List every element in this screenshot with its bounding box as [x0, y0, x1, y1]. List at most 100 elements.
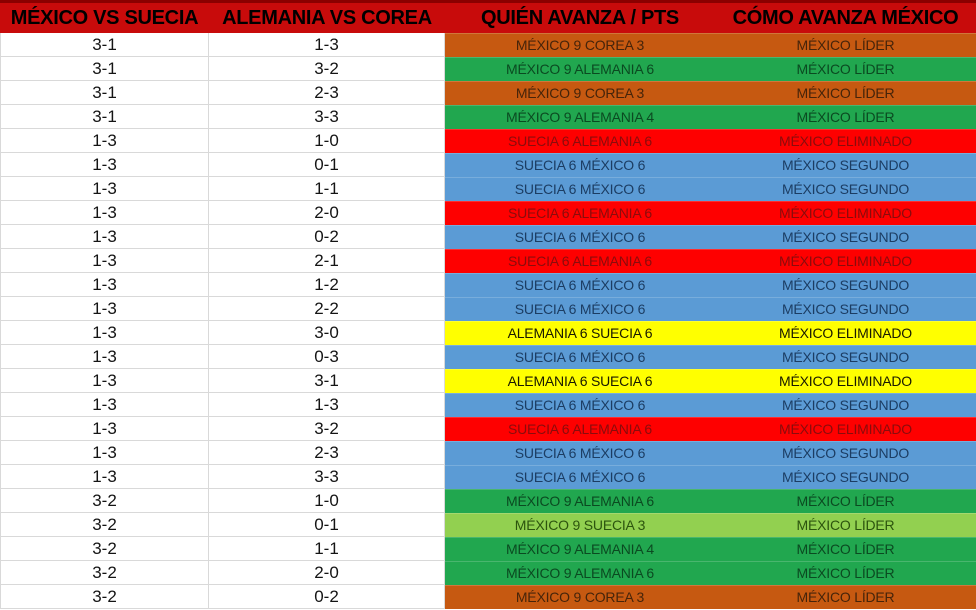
cell-alemania-corea-score: 0-1 [209, 153, 445, 177]
cell-quien-avanza-pts: SUECIA 6 MÉXICO 6 [445, 297, 715, 321]
cell-como-avanza-mexico: MÉXICO LÍDER [715, 105, 976, 129]
table-row: 1-3 1-1 SUECIA 6 MÉXICO 6 MÉXICO SEGUNDO [0, 177, 976, 201]
cell-quien-avanza-pts: SUECIA 6 MÉXICO 6 [445, 393, 715, 417]
cell-como-avanza-mexico: MÉXICO SEGUNDO [715, 177, 976, 201]
table-row: 3-1 1-3 MÉXICO 9 COREA 3 MÉXICO LÍDER [0, 33, 976, 57]
cell-mexico-suecia-score: 3-2 [0, 537, 209, 561]
table-header: MÉXICO VS SUECIA ALEMANIA VS COREA QUIÉN… [0, 3, 976, 33]
cell-alemania-corea-score: 0-3 [209, 345, 445, 369]
table-row: 3-1 3-2 MÉXICO 9 ALEMANIA 6 MÉXICO LÍDER [0, 57, 976, 81]
table-row: 3-2 1-1 MÉXICO 9 ALEMANIA 4 MÉXICO LÍDER [0, 537, 976, 561]
cell-como-avanza-mexico: MÉXICO LÍDER [715, 537, 976, 561]
table-row: 3-2 2-0 MÉXICO 9 ALEMANIA 6 MÉXICO LÍDER [0, 561, 976, 585]
cell-quien-avanza-pts: MÉXICO 9 ALEMANIA 6 [445, 489, 715, 513]
cell-alemania-corea-score: 2-3 [209, 81, 445, 105]
table-row: 3-2 1-0 MÉXICO 9 ALEMANIA 6 MÉXICO LÍDER [0, 489, 976, 513]
table-row: 1-3 1-3 SUECIA 6 MÉXICO 6 MÉXICO SEGUNDO [0, 393, 976, 417]
cell-como-avanza-mexico: MÉXICO LÍDER [715, 561, 976, 585]
cell-alemania-corea-score: 1-0 [209, 129, 445, 153]
cell-quien-avanza-pts: SUECIA 6 MÉXICO 6 [445, 273, 715, 297]
cell-mexico-suecia-score: 3-1 [0, 57, 209, 81]
cell-mexico-suecia-score: 1-3 [0, 297, 209, 321]
cell-mexico-suecia-score: 1-3 [0, 249, 209, 273]
table-row: 1-3 0-3 SUECIA 6 MÉXICO 6 MÉXICO SEGUNDO [0, 345, 976, 369]
cell-como-avanza-mexico: MÉXICO SEGUNDO [715, 393, 976, 417]
cell-alemania-corea-score: 0-2 [209, 225, 445, 249]
cell-quien-avanza-pts: ALEMANIA 6 SUECIA 6 [445, 369, 715, 393]
cell-alemania-corea-score: 3-2 [209, 57, 445, 81]
cell-como-avanza-mexico: MÉXICO SEGUNDO [715, 465, 976, 489]
cell-mexico-suecia-score: 1-3 [0, 441, 209, 465]
cell-mexico-suecia-score: 1-3 [0, 321, 209, 345]
cell-mexico-suecia-score: 3-2 [0, 513, 209, 537]
cell-quien-avanza-pts: SUECIA 6 MÉXICO 6 [445, 441, 715, 465]
cell-alemania-corea-score: 2-3 [209, 441, 445, 465]
cell-mexico-suecia-score: 3-1 [0, 105, 209, 129]
cell-quien-avanza-pts: MÉXICO 9 SUECIA 3 [445, 513, 715, 537]
cell-alemania-corea-score: 3-1 [209, 369, 445, 393]
cell-alemania-corea-score: 2-1 [209, 249, 445, 273]
cell-alemania-corea-score: 1-1 [209, 537, 445, 561]
cell-como-avanza-mexico: MÉXICO LÍDER [715, 81, 976, 105]
cell-alemania-corea-score: 2-2 [209, 297, 445, 321]
table-row: 1-3 3-2 SUECIA 6 ALEMANIA 6 MÉXICO ELIMI… [0, 417, 976, 441]
cell-como-avanza-mexico: MÉXICO SEGUNDO [715, 153, 976, 177]
cell-alemania-corea-score: 1-1 [209, 177, 445, 201]
cell-quien-avanza-pts: SUECIA 6 ALEMANIA 6 [445, 201, 715, 225]
cell-quien-avanza-pts: SUECIA 6 MÉXICO 6 [445, 465, 715, 489]
cell-quien-avanza-pts: SUECIA 6 MÉXICO 6 [445, 177, 715, 201]
cell-alemania-corea-score: 2-0 [209, 561, 445, 585]
table-row: 1-3 3-1 ALEMANIA 6 SUECIA 6 MÉXICO ELIMI… [0, 369, 976, 393]
cell-mexico-suecia-score: 1-3 [0, 417, 209, 441]
cell-mexico-suecia-score: 3-1 [0, 81, 209, 105]
cell-quien-avanza-pts: MÉXICO 9 COREA 3 [445, 81, 715, 105]
cell-alemania-corea-score: 1-3 [209, 33, 445, 57]
table-row: 1-3 2-1 SUECIA 6 ALEMANIA 6 MÉXICO ELIMI… [0, 249, 976, 273]
table-row: 1-3 2-3 SUECIA 6 MÉXICO 6 MÉXICO SEGUNDO [0, 441, 976, 465]
cell-mexico-suecia-score: 1-3 [0, 177, 209, 201]
cell-alemania-corea-score: 3-2 [209, 417, 445, 441]
table-row: 1-3 2-2 SUECIA 6 MÉXICO 6 MÉXICO SEGUNDO [0, 297, 976, 321]
table-row: 1-3 1-0 SUECIA 6 ALEMANIA 6 MÉXICO ELIMI… [0, 129, 976, 153]
cell-quien-avanza-pts: MÉXICO 9 ALEMANIA 6 [445, 561, 715, 585]
cell-como-avanza-mexico: MÉXICO SEGUNDO [715, 345, 976, 369]
cell-quien-avanza-pts: MÉXICO 9 COREA 3 [445, 33, 715, 57]
table-row: 1-3 2-0 SUECIA 6 ALEMANIA 6 MÉXICO ELIMI… [0, 201, 976, 225]
cell-como-avanza-mexico: MÉXICO SEGUNDO [715, 297, 976, 321]
cell-mexico-suecia-score: 3-1 [0, 33, 209, 57]
cell-quien-avanza-pts: MÉXICO 9 ALEMANIA 4 [445, 105, 715, 129]
cell-mexico-suecia-score: 1-3 [0, 273, 209, 297]
cell-como-avanza-mexico: MÉXICO SEGUNDO [715, 225, 976, 249]
cell-mexico-suecia-score: 1-3 [0, 129, 209, 153]
cell-como-avanza-mexico: MÉXICO LÍDER [715, 513, 976, 537]
table-row: 1-3 3-3 SUECIA 6 MÉXICO 6 MÉXICO SEGUNDO [0, 465, 976, 489]
cell-mexico-suecia-score: 1-3 [0, 345, 209, 369]
cell-como-avanza-mexico: MÉXICO ELIMINADO [715, 417, 976, 441]
cell-como-avanza-mexico: MÉXICO ELIMINADO [715, 201, 976, 225]
cell-alemania-corea-score: 3-3 [209, 105, 445, 129]
cell-mexico-suecia-score: 1-3 [0, 393, 209, 417]
cell-mexico-suecia-score: 3-2 [0, 585, 209, 609]
cell-quien-avanza-pts: SUECIA 6 MÉXICO 6 [445, 153, 715, 177]
cell-como-avanza-mexico: MÉXICO LÍDER [715, 33, 976, 57]
cell-como-avanza-mexico: MÉXICO LÍDER [715, 57, 976, 81]
cell-mexico-suecia-score: 3-2 [0, 561, 209, 585]
cell-quien-avanza-pts: ALEMANIA 6 SUECIA 6 [445, 321, 715, 345]
cell-como-avanza-mexico: MÉXICO SEGUNDO [715, 441, 976, 465]
table-row: 1-3 3-0 ALEMANIA 6 SUECIA 6 MÉXICO ELIMI… [0, 321, 976, 345]
cell-alemania-corea-score: 0-1 [209, 513, 445, 537]
cell-quien-avanza-pts: SUECIA 6 ALEMANIA 6 [445, 417, 715, 441]
table-row: 1-3 0-1 SUECIA 6 MÉXICO 6 MÉXICO SEGUNDO [0, 153, 976, 177]
cell-mexico-suecia-score: 1-3 [0, 465, 209, 489]
table-row: 1-3 0-2 SUECIA 6 MÉXICO 6 MÉXICO SEGUNDO [0, 225, 976, 249]
cell-alemania-corea-score: 1-0 [209, 489, 445, 513]
cell-como-avanza-mexico: MÉXICO ELIMINADO [715, 369, 976, 393]
header-mexico-vs-suecia: MÉXICO VS SUECIA [10, 6, 199, 29]
header-alemania-vs-corea: ALEMANIA VS COREA [222, 6, 432, 29]
cell-quien-avanza-pts: SUECIA 6 MÉXICO 6 [445, 345, 715, 369]
cell-como-avanza-mexico: MÉXICO ELIMINADO [715, 249, 976, 273]
cell-alemania-corea-score: 1-3 [209, 393, 445, 417]
table-body: 3-1 1-3 MÉXICO 9 COREA 3 MÉXICO LÍDER 3-… [0, 33, 976, 609]
cell-alemania-corea-score: 1-2 [209, 273, 445, 297]
cell-mexico-suecia-score: 3-2 [0, 489, 209, 513]
